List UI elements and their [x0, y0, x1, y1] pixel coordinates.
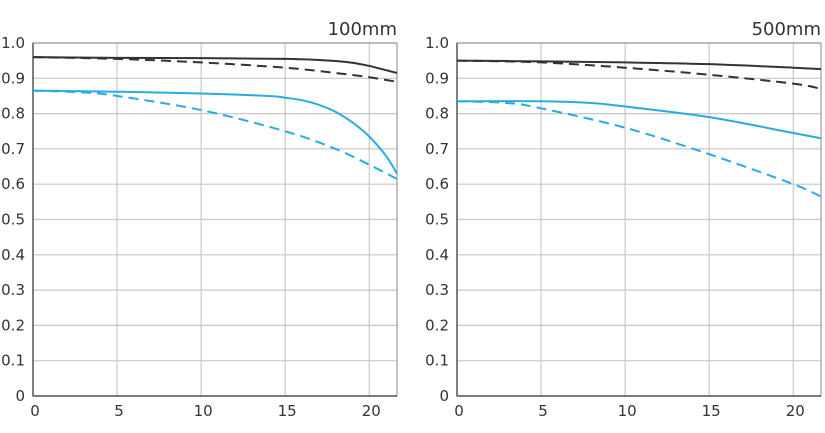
series-blue-dashed — [456, 100, 822, 198]
y-tick-label: 0.8 — [425, 105, 449, 123]
y-tick-label: 1.0 — [1, 34, 25, 52]
y-tick-label: 0.2 — [1, 316, 25, 334]
y-tick-label: 1.0 — [425, 34, 449, 52]
y-tick-label: 0.7 — [425, 140, 449, 158]
y-tick-label: 0 — [439, 387, 449, 405]
y-tick-label: 0.4 — [1, 246, 25, 264]
series-blue-dashed — [32, 89, 398, 180]
y-tick-label: 0.3 — [425, 281, 449, 299]
y-tick-label: 0.9 — [1, 69, 25, 87]
series-blue-solid — [456, 100, 822, 140]
x-tick-label: 15 — [702, 402, 721, 420]
y-tick-label: 0.6 — [425, 175, 449, 193]
x-tick-label: 15 — [278, 402, 297, 420]
x-tick-label: 10 — [618, 402, 637, 420]
chart-title: 500mm — [752, 19, 821, 40]
series-black-dashed — [456, 59, 822, 90]
x-tick-label: 0 — [454, 402, 464, 420]
x-tick-label: 0 — [30, 402, 40, 420]
x-tick-label: 20 — [362, 402, 381, 420]
y-tick-label: 0.4 — [425, 246, 449, 264]
x-tick-label: 10 — [194, 402, 213, 420]
chart-panel-500mm: 0 0.1 0.2 0.3 0.4 0.5 0.6 0.7 0.8 0.9 1.0 0 5 10 15 20 5… — [425, 19, 822, 420]
x-tick-label: 20 — [786, 402, 805, 420]
x-tick-label: 5 — [114, 402, 124, 420]
series-blue-solid — [32, 89, 398, 175]
chart-title: 100mm — [328, 19, 397, 40]
y-tick-label: 0.3 — [1, 281, 25, 299]
y-tick-label: 0.1 — [425, 352, 449, 370]
y-tick-label: 0.8 — [1, 105, 25, 123]
y-tick-label: 0.1 — [1, 352, 25, 370]
y-tick-label: 0.2 — [425, 316, 449, 334]
series-black-solid — [32, 56, 398, 74]
y-tick-label: 0.5 — [425, 211, 449, 229]
x-tick-label: 5 — [538, 402, 548, 420]
series-black-dashed — [32, 56, 398, 83]
chart-panel-100mm: 0 0.1 0.2 0.3 0.4 0.5 0.6 0.7 0.8 0.9 1.0 0 5 10 15 20 1… — [1, 19, 398, 420]
y-tick-label: 0.6 — [1, 175, 25, 193]
y-tick-label: 0.7 — [1, 140, 25, 158]
y-tick-label: 0.5 — [1, 211, 25, 229]
y-tick-label: 0 — [15, 387, 25, 405]
y-tick-label: 0.9 — [425, 69, 449, 87]
